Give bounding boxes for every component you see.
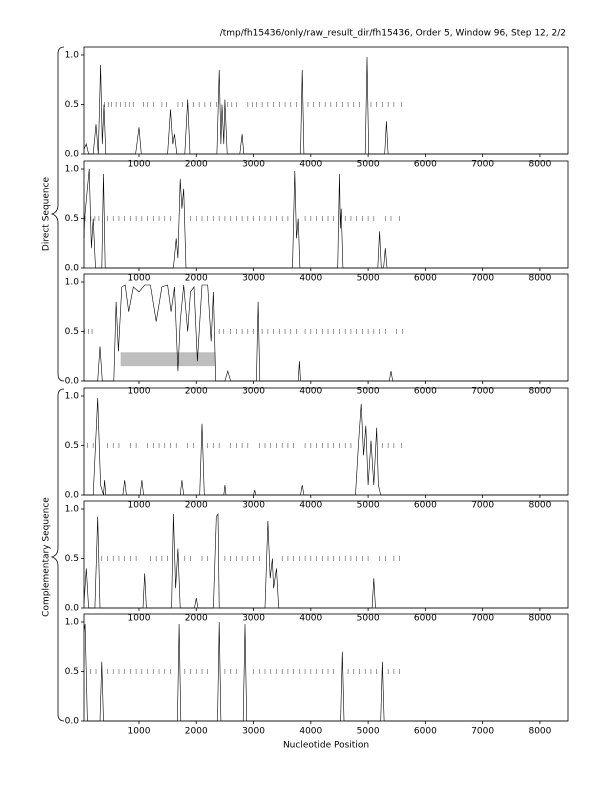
x-tick-label: 5000 (357, 160, 380, 170)
x-tick-label: 1000 (128, 501, 151, 511)
header: /tmp/fh15436/only/raw_result_dir/fh15436… (220, 29, 566, 39)
x-tick-label: 4000 (299, 387, 322, 397)
x-tick-label: 6000 (414, 501, 437, 511)
y-tick-label: 0.0 (65, 717, 80, 727)
probability-line (83, 168, 568, 269)
x-tick-label: 4000 (299, 727, 322, 737)
x-tick-label: 4000 (299, 160, 322, 170)
x-tick-label: 8000 (528, 160, 551, 170)
brace (50, 388, 65, 722)
x-tick-label: 2000 (185, 387, 208, 397)
x-tick-label: 2000 (185, 274, 208, 284)
x-tick-label: 8000 (528, 727, 551, 737)
x-tick-label: 3000 (242, 501, 265, 511)
brace (50, 46, 65, 382)
x-tick-label: 3000 (242, 387, 265, 397)
probability-line (83, 621, 568, 722)
y-tick-label: 0.5 (65, 100, 79, 110)
y-tick-label: 1.0 (65, 505, 80, 515)
panel-frame (83, 387, 569, 496)
probability-line (84, 397, 568, 496)
x-tick-label: 5000 (357, 387, 380, 397)
gene-region (120, 352, 216, 367)
x-tick-label: 6000 (414, 160, 437, 170)
group-label: Complementary Sequence (42, 497, 52, 617)
x-tick-label: 8000 (528, 274, 551, 284)
x-tick-label: 3000 (242, 727, 265, 737)
panel-frame (83, 46, 569, 155)
group-label: Direct Sequence (42, 176, 52, 251)
x-tick-label: 2000 (185, 160, 208, 170)
y-tick-label: 1.0 (65, 392, 80, 402)
probability-line (84, 284, 568, 382)
y-tick-label: 0.0 (65, 150, 80, 160)
x-tick-label: 1000 (128, 727, 151, 737)
y-tick-label: 0.5 (65, 327, 79, 337)
x-tick-label: 3000 (242, 160, 265, 170)
x-tick-label: 1000 (128, 614, 151, 624)
panel-frame (83, 160, 569, 269)
y-tick-label: 0.0 (65, 604, 80, 614)
y-tick-label: 0.5 (65, 667, 79, 677)
x-tick-label: 1000 (128, 160, 151, 170)
x-tick-label: 6000 (414, 387, 437, 397)
y-tick-label: 0.0 (65, 264, 80, 274)
x-tick-label: 1000 (128, 387, 151, 397)
panel-frame (83, 613, 569, 722)
x-tick-label: 5000 (357, 501, 380, 511)
x-tick-label: 7000 (471, 614, 494, 624)
x-tick-label: 3000 (242, 274, 265, 284)
x-tick-label: 7000 (471, 501, 494, 511)
y-tick-label: 0.0 (65, 491, 80, 501)
x-tick-label: 3000 (242, 614, 265, 624)
x-tick-label: 8000 (528, 501, 551, 511)
x-tick-label: 1000 (128, 274, 151, 284)
y-tick-label: 1.0 (65, 51, 80, 61)
y-tick-label: 0.5 (65, 214, 79, 224)
probability-line (83, 56, 568, 155)
x-tick-label: 7000 (471, 160, 494, 170)
y-tick-label: 1.0 (65, 278, 80, 288)
probability-line (83, 512, 568, 609)
x-tick-label: 6000 (414, 614, 437, 624)
y-tick-label: 1.0 (65, 618, 80, 628)
x-tick-label: 7000 (471, 387, 494, 397)
x-tick-label: 6000 (414, 274, 437, 284)
panel-frame (83, 500, 569, 609)
x-tick-label: 8000 (528, 614, 551, 624)
x-tick-label: 7000 (471, 727, 494, 737)
y-tick-label: 0.5 (65, 554, 79, 564)
x-tick-label: 4000 (299, 501, 322, 511)
x-tick-label: 2000 (185, 501, 208, 511)
y-tick-label: 1.0 (65, 165, 80, 175)
x-tick-label: 7000 (471, 274, 494, 284)
y-tick-label: 0.5 (65, 441, 79, 451)
x-tick-label: 5000 (357, 614, 380, 624)
x-tick-label: 5000 (357, 727, 380, 737)
x-tick-label: 2000 (185, 727, 208, 737)
x-tick-label: 5000 (357, 274, 380, 284)
x-tick-label: 8000 (528, 387, 551, 397)
x-axis-label: Nucleotide Position (283, 741, 369, 751)
x-tick-label: 6000 (414, 727, 437, 737)
x-tick-label: 2000 (185, 614, 208, 624)
x-tick-label: 4000 (299, 274, 322, 284)
x-tick-label: 4000 (299, 614, 322, 624)
y-tick-label: 0.0 (65, 377, 80, 387)
